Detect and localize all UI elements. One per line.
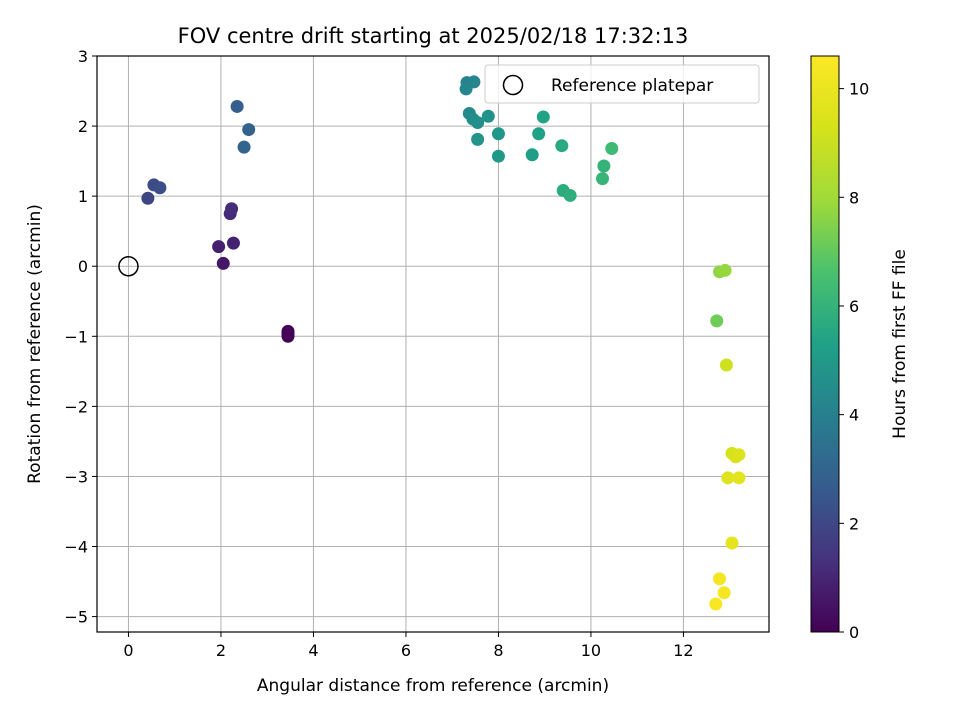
x-tick-label: 12 xyxy=(673,641,693,660)
y-tick-label: 1 xyxy=(78,187,88,206)
data-point xyxy=(596,172,610,186)
x-axis-label: Angular distance from reference (arcmin) xyxy=(257,676,609,696)
x-tick-label: 8 xyxy=(493,641,503,660)
y-tick-label: −4 xyxy=(64,538,88,557)
data-point xyxy=(230,99,244,113)
data-point xyxy=(212,240,226,254)
data-point xyxy=(491,127,505,141)
data-point xyxy=(709,597,723,611)
data-point xyxy=(732,448,746,462)
colorbar-tick-label: 2 xyxy=(849,514,859,533)
y-tick-label: 0 xyxy=(78,257,88,276)
data-points xyxy=(141,75,746,611)
data-point xyxy=(717,586,731,600)
x-tick-label: 4 xyxy=(308,641,318,660)
colorbar-tick-label: 10 xyxy=(849,80,869,99)
data-point xyxy=(605,141,619,155)
y-tick-label: −3 xyxy=(64,467,88,486)
y-axis-ticks: −5 −4 −3 −2 −1 0 1 2 3 xyxy=(64,47,97,627)
data-point xyxy=(563,188,577,202)
chart-title: FOV centre drift starting at 2025/02/18 … xyxy=(178,24,689,48)
legend-label: Reference platepar xyxy=(551,76,713,96)
legend-box xyxy=(484,64,760,104)
data-point xyxy=(471,132,485,146)
data-point xyxy=(225,202,239,216)
y-tick-label: −2 xyxy=(64,397,88,416)
grid xyxy=(97,55,769,632)
data-point xyxy=(242,123,256,137)
data-point xyxy=(597,159,611,173)
colorbar-tick-label: 8 xyxy=(849,188,859,207)
data-point xyxy=(237,140,251,154)
legend: Reference platepar xyxy=(484,64,760,104)
colorbar-tick-label: 6 xyxy=(849,297,859,316)
colorbar-tick-label: 4 xyxy=(849,406,859,425)
data-point xyxy=(721,471,735,485)
data-point xyxy=(525,148,539,162)
y-tick-label: −5 xyxy=(64,608,88,627)
data-point xyxy=(725,536,739,550)
x-tick-label: 2 xyxy=(216,641,226,660)
data-point xyxy=(710,314,724,328)
data-point xyxy=(281,326,295,340)
y-tick-label: 2 xyxy=(78,117,88,136)
data-point xyxy=(481,109,495,123)
x-axis-ticks: 0 2 4 6 8 10 12 xyxy=(123,632,694,660)
y-tick-label: 3 xyxy=(78,47,88,66)
data-point xyxy=(732,471,746,485)
colorbar xyxy=(810,55,840,633)
data-point xyxy=(719,358,733,372)
colorbar-tick-label: 0 xyxy=(849,623,859,642)
data-point xyxy=(141,191,155,205)
data-point xyxy=(491,149,505,163)
data-point xyxy=(216,256,230,270)
colorbar-label: Hours from first FF file xyxy=(890,249,910,439)
data-point xyxy=(459,82,473,96)
data-point xyxy=(153,181,167,195)
data-point xyxy=(536,110,550,124)
data-point xyxy=(471,116,485,130)
legend-marker xyxy=(502,74,524,96)
x-tick-label: 6 xyxy=(401,641,411,660)
data-point xyxy=(226,236,240,250)
reference-platepar-marker xyxy=(118,255,139,277)
plot-frame xyxy=(96,55,770,633)
data-point xyxy=(718,263,732,277)
x-tick-label: 10 xyxy=(581,641,601,660)
data-point xyxy=(532,127,546,141)
x-tick-label: 0 xyxy=(123,641,133,660)
colorbar-ticks: 0 2 4 6 8 10 xyxy=(839,80,869,642)
y-tick-label: −1 xyxy=(64,327,88,346)
data-point xyxy=(713,572,727,586)
data-point xyxy=(555,139,569,153)
y-axis-label: Rotation from reference (arcmin) xyxy=(25,204,45,484)
